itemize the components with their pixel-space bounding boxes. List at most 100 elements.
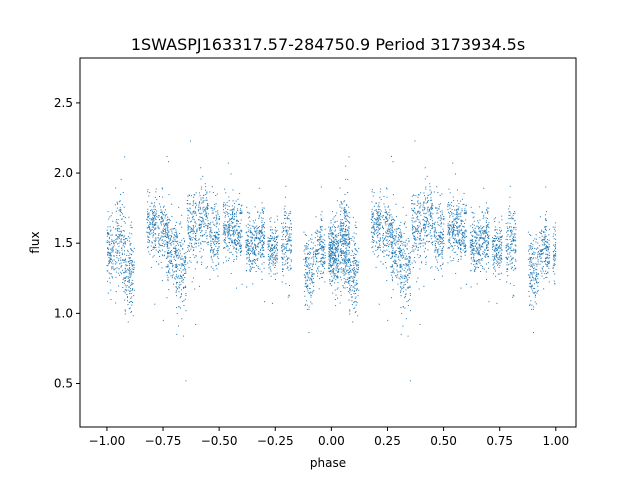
data-point — [392, 221, 394, 223]
data-point — [184, 262, 186, 264]
data-point — [192, 212, 194, 214]
data-point — [168, 161, 170, 163]
data-point — [405, 265, 407, 267]
data-point — [210, 237, 212, 239]
data-point — [400, 263, 402, 265]
data-point — [111, 275, 113, 277]
data-point — [304, 264, 306, 266]
data-point — [458, 259, 459, 261]
data-point — [423, 238, 425, 240]
data-point — [472, 227, 474, 229]
data-point — [531, 285, 533, 287]
data-point — [456, 241, 458, 243]
data-point — [271, 232, 273, 234]
data-point — [118, 250, 120, 252]
data-point — [478, 228, 480, 230]
data-point — [281, 268, 283, 270]
data-point — [235, 225, 237, 227]
data-point — [168, 194, 170, 196]
data-point — [407, 269, 409, 271]
data-point — [239, 210, 241, 212]
data-point — [479, 259, 481, 261]
data-point — [201, 261, 203, 263]
data-point — [529, 262, 531, 264]
data-point — [463, 203, 465, 205]
data-point — [107, 211, 109, 213]
data-point — [439, 194, 441, 196]
data-point — [384, 211, 386, 213]
data-point — [371, 213, 373, 215]
data-point — [163, 230, 165, 232]
data-point — [431, 217, 433, 219]
data-point — [114, 263, 116, 265]
data-point — [460, 244, 462, 246]
data-point — [329, 247, 331, 249]
data-point — [464, 235, 466, 237]
data-point — [252, 283, 254, 285]
data-point — [214, 225, 216, 227]
data-point — [509, 230, 511, 232]
data-point — [400, 237, 402, 239]
data-point — [285, 185, 287, 187]
data-point — [341, 236, 343, 238]
data-point — [533, 269, 535, 271]
data-point — [386, 196, 388, 198]
data-point — [230, 240, 232, 242]
data-point — [205, 218, 207, 220]
data-point — [453, 237, 455, 239]
data-point — [435, 243, 437, 245]
data-point — [124, 299, 126, 301]
data-point — [216, 268, 218, 270]
data-point — [189, 242, 191, 244]
data-point — [373, 232, 375, 234]
data-point — [270, 251, 272, 253]
data-point — [452, 225, 454, 227]
data-point — [283, 248, 285, 250]
data-point — [493, 243, 495, 245]
data-point — [500, 239, 502, 241]
data-point — [212, 267, 214, 269]
data-point — [286, 241, 288, 243]
data-point — [492, 264, 494, 266]
data-point — [482, 251, 484, 253]
data-point — [125, 276, 127, 278]
data-point — [400, 231, 402, 233]
data-point — [225, 231, 227, 233]
data-point — [499, 265, 501, 267]
data-point — [215, 232, 217, 234]
data-point — [451, 229, 453, 231]
data-point — [354, 274, 356, 276]
data-point — [475, 250, 477, 252]
data-point — [217, 250, 219, 252]
data-point — [233, 226, 235, 228]
data-point — [189, 140, 191, 142]
data-point — [210, 266, 212, 268]
data-point — [310, 269, 312, 271]
data-point — [438, 235, 440, 237]
data-point — [506, 258, 508, 260]
data-point — [166, 222, 168, 224]
data-point — [193, 210, 195, 212]
data-point — [223, 202, 225, 204]
data-point — [209, 231, 211, 233]
data-point — [478, 239, 480, 241]
data-point — [312, 242, 314, 244]
data-point — [167, 234, 169, 236]
data-point — [281, 222, 283, 224]
data-point — [386, 212, 388, 214]
data-point — [436, 207, 438, 209]
data-point — [378, 223, 380, 225]
data-point — [451, 231, 453, 233]
data-point — [126, 284, 128, 286]
data-point — [329, 241, 331, 243]
data-point — [230, 218, 232, 220]
data-point — [427, 218, 429, 220]
data-point — [353, 276, 355, 278]
data-point — [332, 260, 334, 262]
data-point — [352, 255, 354, 257]
data-point — [343, 228, 345, 230]
data-point — [116, 267, 118, 269]
data-point — [270, 275, 272, 277]
data-point — [207, 227, 209, 229]
data-point — [400, 281, 402, 283]
